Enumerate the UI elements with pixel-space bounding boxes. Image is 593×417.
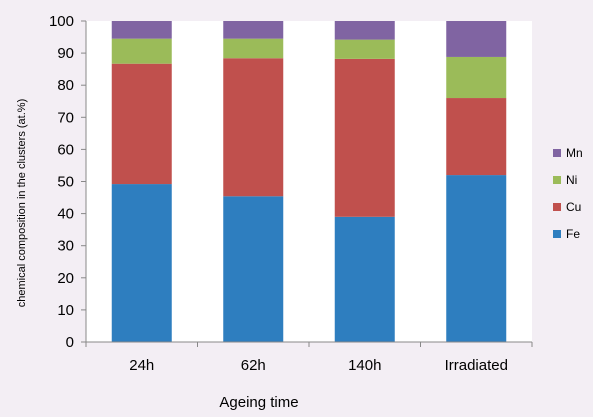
bar-segment-ni bbox=[111, 38, 172, 64]
bar-segment-fe bbox=[111, 184, 172, 342]
bar-segment-mn bbox=[446, 21, 507, 57]
y-tick-label: 20 bbox=[57, 270, 74, 287]
bar-segment-cu bbox=[111, 63, 172, 185]
y-tick-label: 10 bbox=[57, 302, 74, 319]
x-tick-label: Irradiated bbox=[445, 357, 508, 374]
y-tick-label: 40 bbox=[57, 206, 74, 223]
x-tick-label: 24h bbox=[129, 357, 154, 374]
x-tick-label: 62h bbox=[241, 357, 266, 374]
bar-segment-mn bbox=[334, 21, 395, 40]
bar-segment-cu bbox=[446, 98, 507, 176]
bar-segment-mn bbox=[223, 21, 284, 39]
bar-segment-mn bbox=[111, 21, 172, 39]
y-tick-label: 80 bbox=[57, 77, 74, 94]
bar-segment-fe bbox=[446, 175, 507, 342]
y-tick-label: 100 bbox=[49, 13, 74, 30]
bar-segment-cu bbox=[334, 58, 395, 217]
legend-label-ni: Ni bbox=[566, 173, 577, 187]
y-tick-label: 60 bbox=[57, 141, 74, 158]
y-tick-label: 0 bbox=[66, 334, 74, 351]
y-tick-label: 90 bbox=[57, 45, 74, 62]
legend-swatch-fe bbox=[553, 230, 561, 238]
y-axis-label: chemical composition in the clusters (at… bbox=[16, 99, 28, 307]
bars-group bbox=[111, 21, 507, 342]
legend-swatch-cu bbox=[553, 203, 561, 211]
legend-swatch-mn bbox=[553, 149, 561, 157]
bar-segment-fe bbox=[334, 216, 395, 342]
x-axis-label: Ageing time bbox=[219, 394, 298, 411]
bar-segment-ni bbox=[334, 39, 395, 59]
bar-segment-ni bbox=[223, 38, 284, 59]
bar-segment-cu bbox=[223, 58, 284, 197]
legend-label-mn: Mn bbox=[566, 146, 583, 160]
x-tick-label: 140h bbox=[348, 357, 381, 374]
y-tick-label: 50 bbox=[57, 174, 74, 191]
legend-swatch-ni bbox=[553, 176, 561, 184]
bar-segment-ni bbox=[446, 56, 507, 99]
legend: Mn Ni Cu Fe bbox=[553, 146, 583, 241]
x-ticks-group: 24h 62h 140h Irradiated bbox=[85, 342, 533, 374]
legend-label-cu: Cu bbox=[566, 200, 581, 214]
y-tick-label: 30 bbox=[57, 238, 74, 255]
legend-label-fe: Fe bbox=[566, 227, 580, 241]
y-tick-label: 70 bbox=[57, 109, 74, 126]
y-ticks-group: 0 10 20 30 40 50 60 70 80 90 100 bbox=[49, 13, 86, 351]
bar-segment-fe bbox=[223, 196, 284, 342]
